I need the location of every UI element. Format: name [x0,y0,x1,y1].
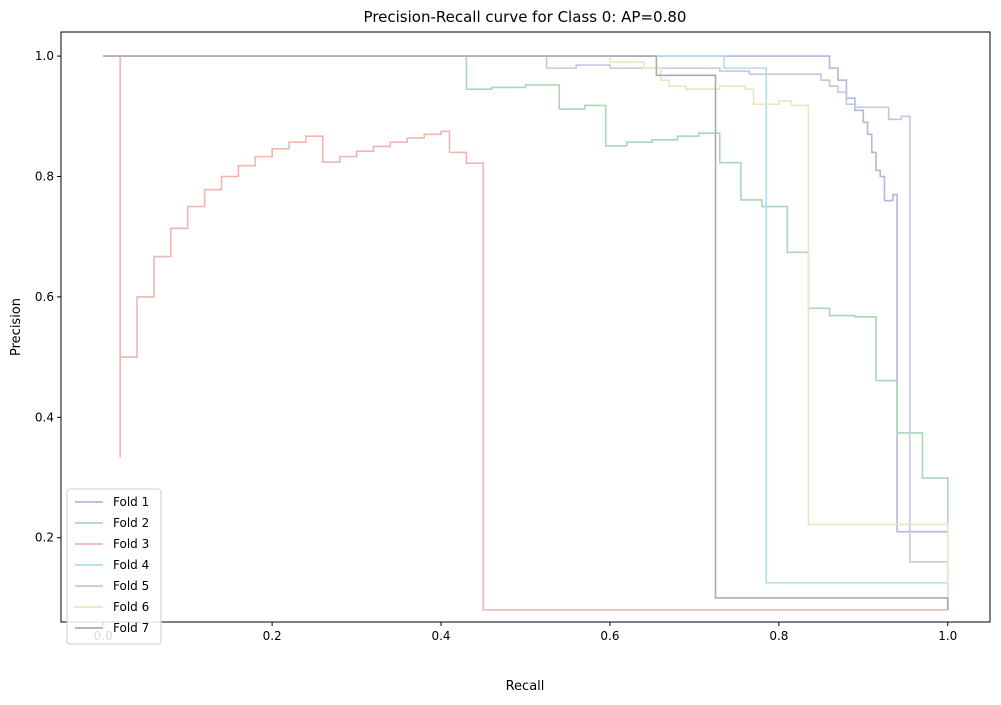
legend-label-fold-6: Fold 6 [113,600,149,614]
series-line-fold-2 [103,55,949,610]
y-axis-label: Precision [9,298,24,356]
y-tick-label: 0.8 [35,169,54,183]
legend-label-fold-4: Fold 4 [113,558,149,572]
y-tick-label: 0.2 [35,531,54,545]
y-tick-label: 1.0 [35,49,54,63]
chart-title: Precision-Recall curve for Class 0: AP=0… [364,8,687,26]
legend-box [66,488,162,645]
series-line-fold-5 [103,55,949,610]
y-axis: 0.2 0.4 0.6 0.8 1.0 [35,49,61,545]
x-tick-label: 0.4 [431,629,450,643]
x-axis-label: Recall [506,679,545,694]
legend-label-fold-5: Fold 5 [113,579,149,593]
y-tick-label: 0.4 [35,410,54,424]
series-layer [103,55,949,611]
legend-label-fold-2: Fold 2 [113,516,149,530]
series-line-fold-3 [119,56,948,611]
legend-label-fold-7: Fold 7 [113,621,149,635]
legend: Fold 1 Fold 2 Fold 3 Fold 4 Fold 5 Fold 6 Fold… [66,488,162,645]
y-tick-label: 0.6 [35,290,54,304]
legend-label-fold-3: Fold 3 [113,537,149,551]
x-tick-label: 0.8 [769,629,788,643]
series-line-fold-4 [103,55,949,610]
series-line-fold-6 [103,55,949,610]
x-tick-label: 1.0 [938,629,957,643]
legend-label-fold-1: Fold 1 [113,495,149,509]
x-axis: 0.00.20.40.60.81.0 [94,622,957,643]
series-line-fold-7 [103,55,949,610]
plot-frame [60,31,991,623]
x-tick-label: 0.2 [263,629,282,643]
series-line-fold-1 [103,55,948,533]
x-tick-label: 0.6 [600,629,619,643]
